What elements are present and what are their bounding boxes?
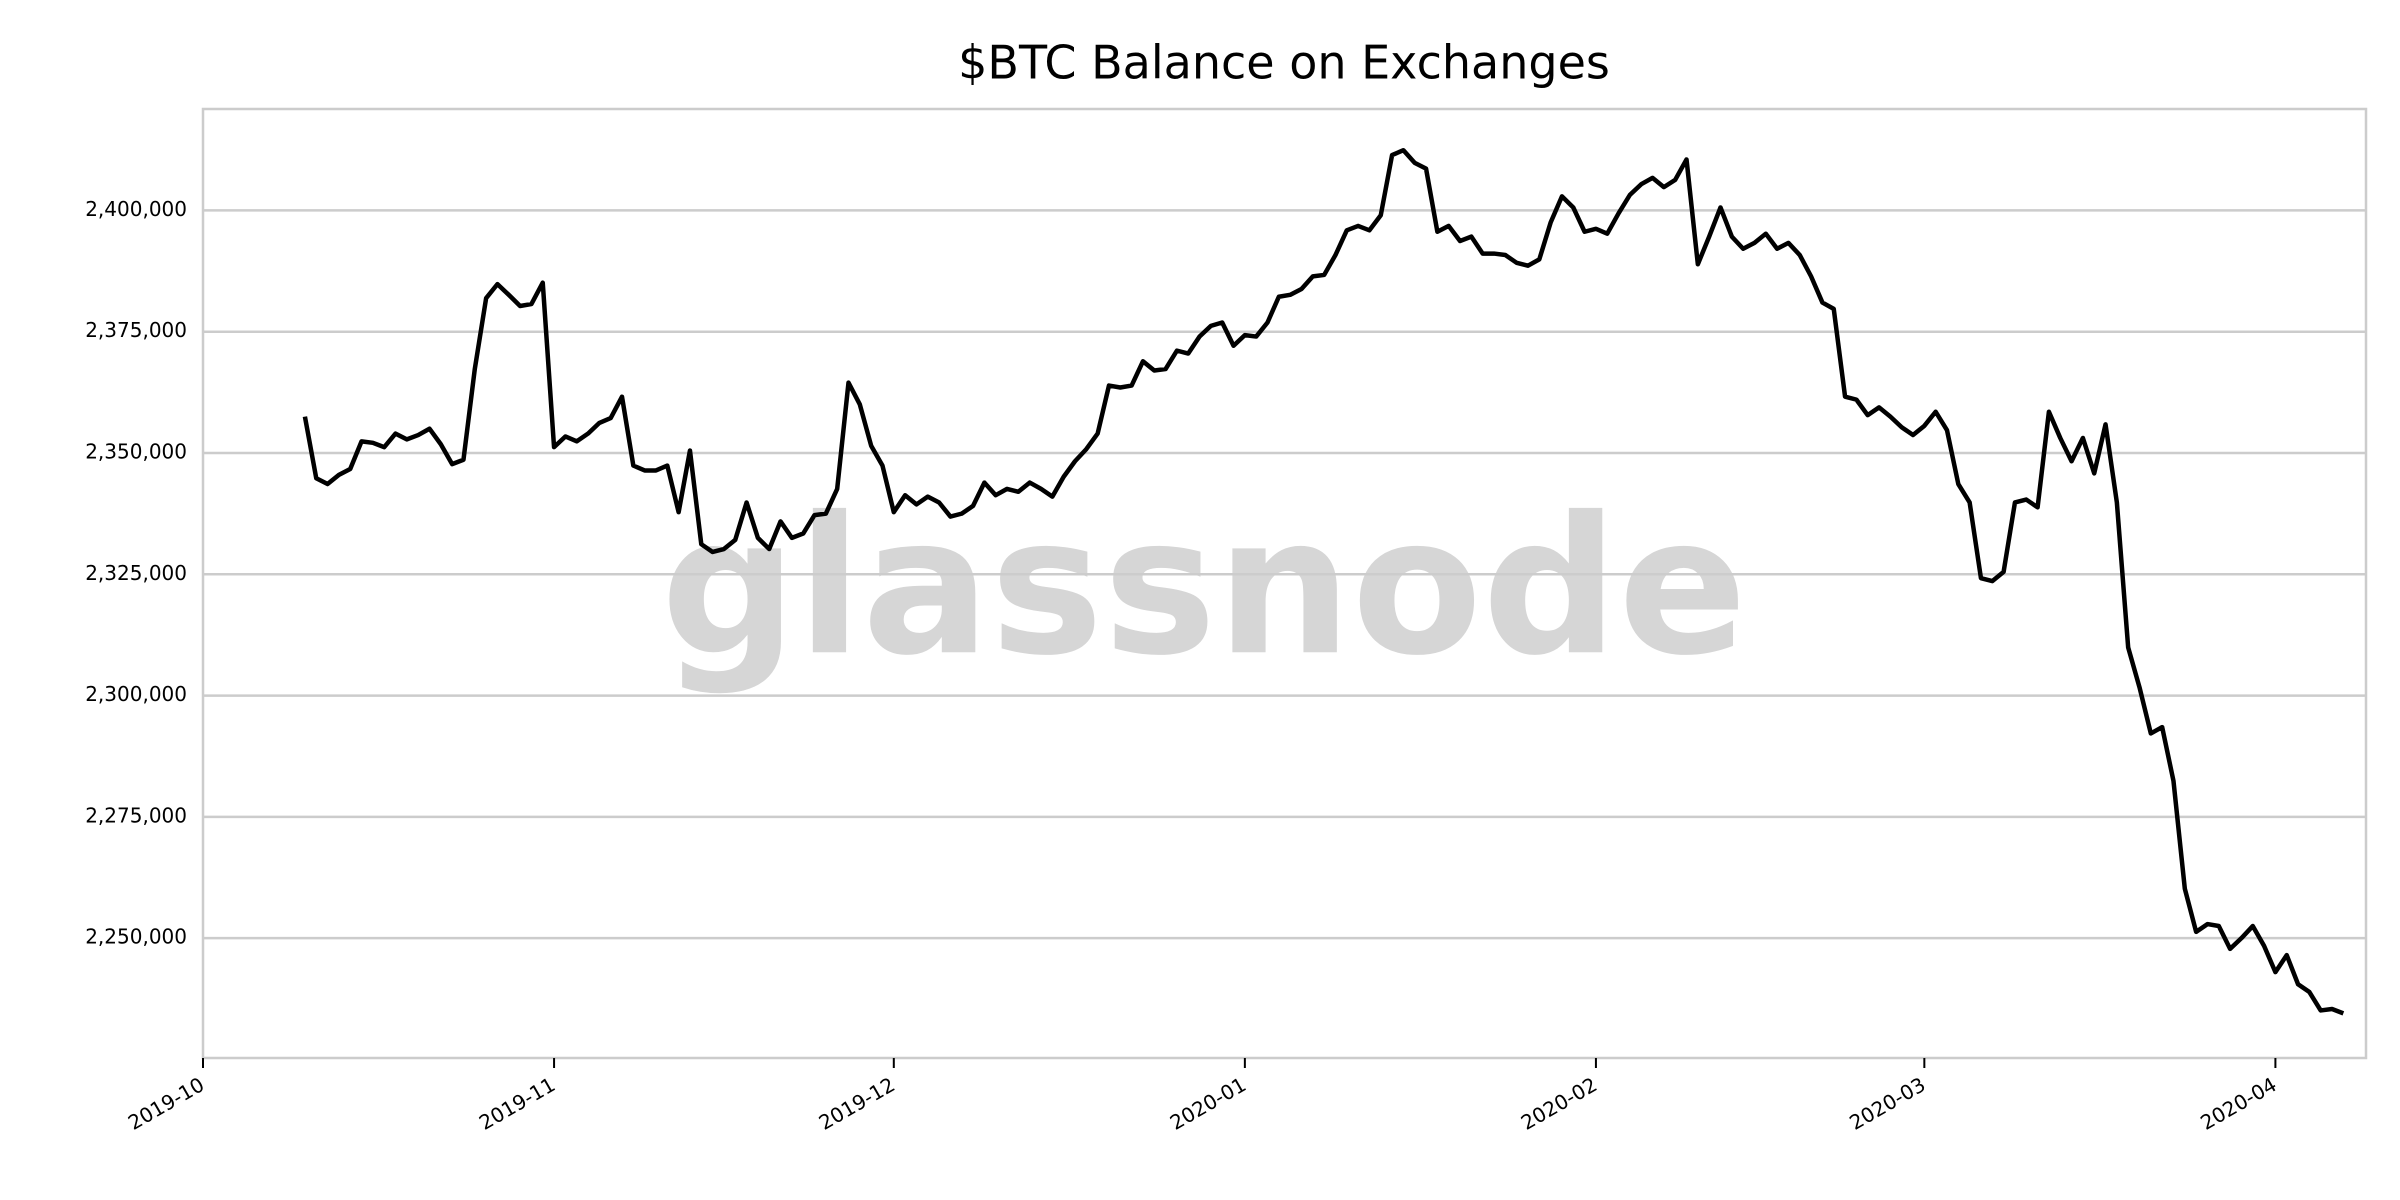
y-tick-label: 2,250,000 xyxy=(85,925,187,949)
x-tick-label: 2020-03 xyxy=(1845,1072,1929,1135)
x-tick-label: 2019-11 xyxy=(475,1072,559,1135)
x-tick-label: 2020-02 xyxy=(1517,1072,1601,1135)
y-tick-label: 2,300,000 xyxy=(85,682,187,706)
x-tick-label: 2019-12 xyxy=(815,1072,899,1135)
watermark: glassnode xyxy=(661,476,1747,697)
chart-title: $BTC Balance on Exchanges xyxy=(958,36,1610,90)
y-tick-label: 2,325,000 xyxy=(85,561,187,585)
x-tick-label: 2019-10 xyxy=(124,1072,208,1135)
x-tick-label: 2020-01 xyxy=(1166,1072,1250,1135)
plot-frame xyxy=(201,107,2368,1060)
y-tick-label: 2,400,000 xyxy=(85,197,187,221)
y-tick-label: 2,375,000 xyxy=(85,318,187,342)
y-tick-label: 2,350,000 xyxy=(85,439,187,463)
y-tick-label: 2,275,000 xyxy=(85,803,187,827)
data-line xyxy=(302,147,2345,1016)
x-tick-label: 2020-04 xyxy=(2196,1072,2280,1135)
